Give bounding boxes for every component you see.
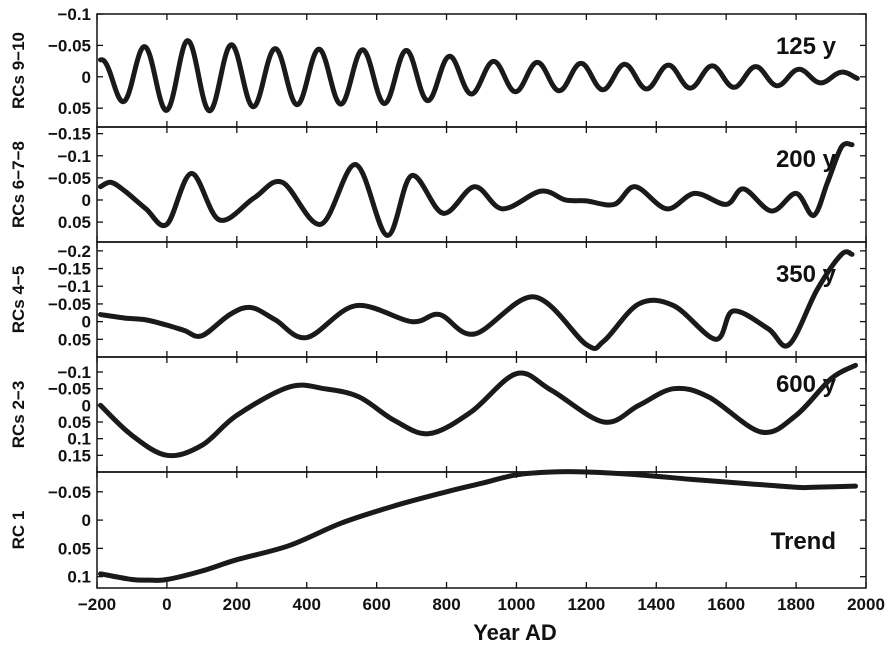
series-line [98,38,860,114]
panel-5: −0.05 0 0.05 0.1 RC 1 Trend [9,469,867,589]
y-tick-label: 0 [82,396,91,415]
panel-annotation: 125 y [776,33,837,60]
panel-frame [96,126,867,243]
x-tick-label: 200 [223,595,251,614]
y-tick-label: −0.1 [57,147,91,166]
y-tick-label: 0.05 [58,539,91,558]
y-tick-label: 0.05 [58,413,91,432]
series-line [98,469,859,583]
y-tick-label: −0.05 [48,380,91,399]
y-tick-label: −0.15 [48,125,91,144]
y-axis-label: RC 1 [9,511,28,550]
y-axis-label: RCs 6−7−8 [9,141,28,228]
y-tick-label: −0.2 [57,242,91,261]
series-line [98,362,859,459]
x-axis-label: Year AD [473,620,557,645]
x-tick-label: 1600 [707,595,745,614]
x-axis: −200 0 200 400 600 800 1000 1200 1400 1600 1800 200… [78,595,885,614]
y-tick-label: −0.1 [57,5,91,24]
y-tick-label: 0.05 [58,330,91,349]
y-tick-label: 0.05 [58,213,91,232]
y-tick-label: 0 [82,313,91,332]
y-tick-label: −0.15 [48,260,91,279]
y-tick-label: 0.1 [67,430,91,449]
x-tick-label: 400 [293,595,321,614]
y-tick-label: 0 [82,191,91,210]
x-tick-label: 1800 [777,595,815,614]
y-tick-label: −0.1 [57,363,91,382]
y-tick-label: 0.05 [58,99,91,118]
y-axis-label: RCs 4−5 [9,266,28,334]
x-tick-label: 1000 [498,595,536,614]
x-tick-label: −200 [78,595,116,614]
x-tick-label: 1400 [637,595,675,614]
y-axis-label: RCs 9−10 [9,32,28,109]
y-tick-label: −0.05 [48,36,91,55]
series-line [98,249,855,351]
y-tick-label: −0.1 [57,277,91,296]
panel-1: −0.1 −0.05 0 0.05 RCs 9−10 125 y [9,5,867,128]
panel-frame [96,356,867,473]
y-tick-label: −0.05 [48,295,91,314]
x-tick-label: 2000 [847,595,885,614]
series-line [98,141,855,238]
x-tick-label: 600 [362,595,390,614]
y-tick-label: 0.1 [67,568,91,587]
panel-annotation: Trend [771,528,836,555]
panel-annotation: 200 y [776,146,837,173]
y-axis-label: RCs 2−3 [9,381,28,449]
x-tick-label: 0 [162,595,171,614]
y-tick-label: 0 [82,511,91,530]
y-tick-label: −0.05 [48,169,91,188]
panel-2: −0.15 −0.1 −0.05 0 0.05 RCs 6−7−8 200 y [9,125,867,243]
panel-frame [96,471,867,589]
y-tick-label: 0 [82,68,91,87]
y-tick-label: −0.05 [48,483,91,502]
x-tick-label: 1200 [567,595,605,614]
panel-frame [96,241,867,358]
x-tick-label: 800 [432,595,460,614]
y-tick-label: 0.15 [58,446,91,465]
